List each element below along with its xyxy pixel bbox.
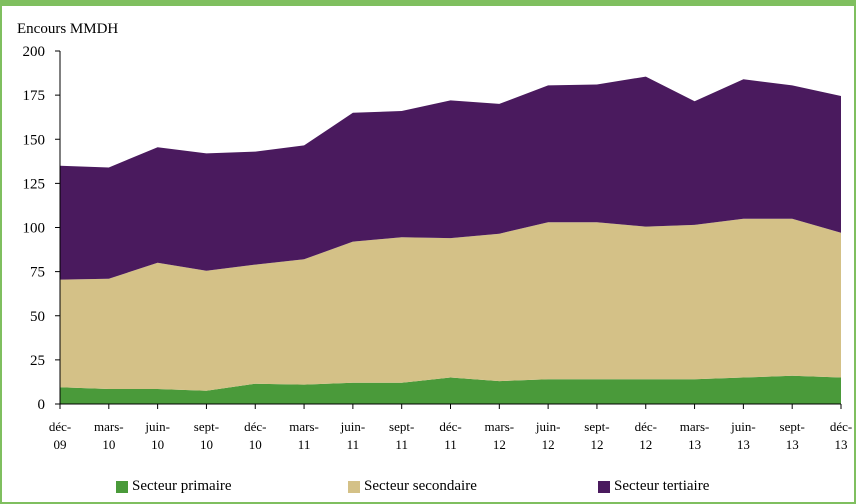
legend-swatch-tertiaire: [598, 480, 610, 493]
legend-item-primaire: Secteur primaire: [116, 478, 232, 495]
y-tick-label-8: 200: [23, 44, 46, 60]
x-tick-label-13: mars-13: [680, 419, 710, 452]
y-tick-label-6: 150: [23, 132, 46, 148]
x-tick-label-16: déc-13: [830, 419, 852, 452]
x-tick-label-10: juin-12: [535, 419, 561, 452]
legend-item-tertiaire: Secteur tertiaire: [598, 478, 709, 495]
x-tick-label-8: déc-11: [439, 419, 461, 452]
x-tick-label-1: mars-10: [94, 419, 124, 452]
area-layers: [60, 76, 841, 404]
x-tick-label-15: sept-13: [780, 419, 805, 452]
legend: Secteur primaire Secteur secondaire Sect…: [0, 478, 856, 498]
x-tick-label-9: mars-12: [485, 419, 515, 452]
y-tick-label-2: 50: [30, 309, 45, 325]
y-tick-label-7: 175: [23, 88, 46, 104]
legend-label-tertiaire: Secteur tertiaire: [614, 478, 710, 494]
y-tick-label-3: 75: [30, 265, 45, 281]
x-tick-label-3: sept-10: [194, 419, 219, 452]
y-tick-label-5: 125: [23, 176, 46, 192]
y-tick-label-4: 100: [23, 221, 46, 237]
x-tick-label-14: juin-13: [730, 419, 756, 452]
x-tick-label-6: juin-11: [340, 419, 366, 452]
legend-swatch-primaire: [116, 480, 128, 493]
y-tick-label-0: 0: [38, 397, 46, 413]
x-tick-label-5: mars-11: [289, 419, 319, 452]
legend-swatch-secondaire: [348, 480, 360, 493]
area-series-0: [60, 375, 841, 404]
legend-item-secondaire: Secteur secondaire: [348, 478, 477, 495]
axes: 0 25 50 75 100 125 150 175 200 déc-09 mars-10 juin-…: [23, 44, 853, 452]
x-tick-label-7: sept-11: [389, 419, 414, 452]
y-tick-label-1: 25: [30, 353, 45, 369]
x-tick-label-2: juin-10: [144, 419, 170, 452]
x-tick-label-0: déc-09: [49, 419, 71, 452]
x-tick-label-4: déc-10: [244, 419, 266, 452]
legend-label-secondaire: Secteur secondaire: [364, 478, 477, 494]
x-tick-label-12: déc-12: [635, 419, 657, 452]
legend-label-primaire: Secteur primaire: [132, 478, 232, 494]
area-series-1: [60, 218, 841, 391]
area-series-2: [60, 76, 841, 280]
y-axis-title: Encours MMDH: [17, 21, 118, 37]
x-tick-label-11: sept-12: [584, 419, 609, 452]
